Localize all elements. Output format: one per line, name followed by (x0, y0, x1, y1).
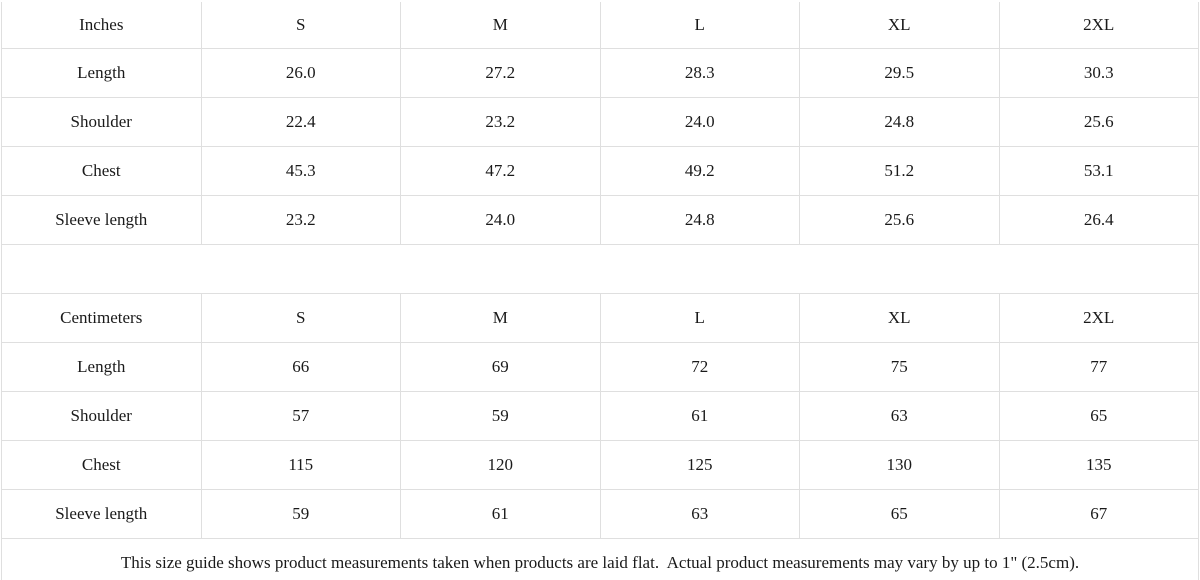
value-cell: 75 (799, 342, 1000, 392)
value-cell: 125 (599, 440, 800, 490)
value-cell: 59 (200, 489, 401, 539)
spacer-section (1, 244, 1199, 294)
value-cell: 23.2 (200, 195, 401, 245)
size-header-cell-l: L (599, 293, 800, 343)
value-cell: 26.0 (200, 48, 401, 98)
size-header-cell-s: S (200, 2, 401, 49)
centimeters-row-shoulder: Shoulder 57 59 61 63 65 (1, 391, 1199, 441)
value-cell: 65 (998, 391, 1199, 441)
size-header-cell-m: M (400, 293, 601, 343)
size-header-cell-m: M (400, 2, 601, 49)
inches-row-length: Length 26.0 27.2 28.3 29.5 30.3 (1, 48, 1199, 98)
size-header-cell-s: S (200, 293, 401, 343)
spacer-row (1, 244, 1199, 294)
value-cell: 29.5 (799, 48, 1000, 98)
size-header-cell-xl: XL (799, 293, 1000, 343)
value-cell: 24.0 (400, 195, 601, 245)
footnote-section: This size guide shows product measuremen… (1, 538, 1199, 580)
value-cell: 63 (799, 391, 1000, 441)
value-cell: 72 (599, 342, 800, 392)
inches-row-shoulder: Shoulder 22.4 23.2 24.0 24.8 25.6 (1, 97, 1199, 147)
row-label-cell: Length (1, 48, 202, 98)
value-cell: 135 (998, 440, 1199, 490)
size-header-cell-xl: XL (799, 2, 1000, 49)
spacer-cell (1, 244, 1199, 294)
value-cell: 28.3 (599, 48, 800, 98)
value-cell: 115 (200, 440, 401, 490)
row-label-cell: Sleeve length (1, 195, 202, 245)
value-cell: 49.2 (599, 146, 800, 196)
value-cell: 24.8 (799, 97, 1000, 147)
value-cell: 63 (599, 489, 800, 539)
inches-table-section: Inches S M L XL 2XL Length 26.0 27.2 28.… (1, 2, 1199, 245)
unit-header-cell: Centimeters (1, 293, 202, 343)
value-cell: 69 (400, 342, 601, 392)
footnote-row: This size guide shows product measuremen… (1, 538, 1199, 580)
value-cell: 120 (400, 440, 601, 490)
row-label-cell: Sleeve length (1, 489, 202, 539)
value-cell: 59 (400, 391, 601, 441)
value-cell: 23.2 (400, 97, 601, 147)
row-label-cell: Shoulder (1, 391, 202, 441)
value-cell: 67 (998, 489, 1199, 539)
unit-header-cell: Inches (1, 2, 202, 49)
row-label-cell: Shoulder (1, 97, 202, 147)
value-cell: 25.6 (799, 195, 1000, 245)
value-cell: 26.4 (998, 195, 1199, 245)
centimeters-row-sleeve-length: Sleeve length 59 61 63 65 67 (1, 489, 1199, 539)
footnote-text: This size guide shows product measuremen… (1, 538, 1199, 580)
centimeters-row-length: Length 66 69 72 75 77 (1, 342, 1199, 392)
value-cell: 27.2 (400, 48, 601, 98)
value-cell: 130 (799, 440, 1000, 490)
row-label-cell: Chest (1, 146, 202, 196)
value-cell: 53.1 (998, 146, 1199, 196)
inches-header-row: Inches S M L XL 2XL (1, 2, 1199, 49)
value-cell: 24.8 (599, 195, 800, 245)
centimeters-header-row: Centimeters S M L XL 2XL (1, 293, 1199, 343)
value-cell: 24.0 (599, 97, 800, 147)
value-cell: 51.2 (799, 146, 1000, 196)
centimeters-table-section: Centimeters S M L XL 2XL Length 66 69 72… (1, 293, 1199, 539)
row-label-cell: Length (1, 342, 202, 392)
size-header-cell-l: L (599, 2, 800, 49)
inches-row-chest: Chest 45.3 47.2 49.2 51.2 53.1 (1, 146, 1199, 196)
row-label-cell: Chest (1, 440, 202, 490)
value-cell: 61 (400, 489, 601, 539)
value-cell: 30.3 (998, 48, 1199, 98)
value-cell: 77 (998, 342, 1199, 392)
value-cell: 47.2 (400, 146, 601, 196)
value-cell: 22.4 (200, 97, 401, 147)
size-header-cell-2xl: 2XL (998, 2, 1199, 49)
value-cell: 61 (599, 391, 800, 441)
value-cell: 57 (200, 391, 401, 441)
value-cell: 65 (799, 489, 1000, 539)
size-header-cell-2xl: 2XL (998, 293, 1199, 343)
value-cell: 45.3 (200, 146, 401, 196)
inches-row-sleeve-length: Sleeve length 23.2 24.0 24.8 25.6 26.4 (1, 195, 1199, 245)
value-cell: 66 (200, 342, 401, 392)
centimeters-row-chest: Chest 115 120 125 130 135 (1, 440, 1199, 490)
value-cell: 25.6 (998, 97, 1199, 147)
